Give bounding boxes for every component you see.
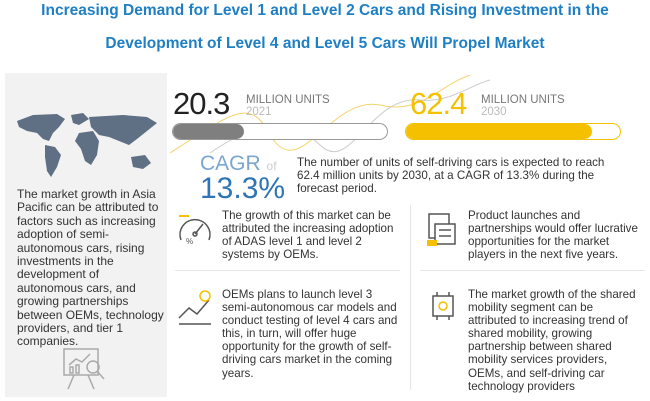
- end-unit: MILLION UNITS 2030: [481, 94, 565, 118]
- region-panel: The market growth in Asia Pacific can be…: [5, 73, 167, 397]
- end-value: 62.4: [410, 86, 467, 121]
- svg-text:%: %: [186, 237, 193, 246]
- title-line-1: Increasing Demand for Level 1 and Level …: [41, 2, 609, 19]
- title-line-2: Development of Level 4 and Level 5 Cars …: [105, 35, 545, 52]
- product-launch-icon: [427, 213, 456, 246]
- divider: [175, 270, 400, 271]
- insight-shared-mobility: The market growth of the shared mobility…: [468, 288, 636, 393]
- world-map-icon: [17, 113, 157, 177]
- shared-mobility-chip-icon: [432, 292, 454, 320]
- start-year: 2021: [246, 106, 272, 118]
- start-value: 20.3: [173, 86, 230, 121]
- cagr-label: CAGR of: [200, 152, 277, 176]
- insight-product-launches: Product launches and partnerships would …: [468, 209, 638, 262]
- insight-adas: The growth of this market can be attribu…: [222, 209, 394, 262]
- analytics-presentation-icon: [63, 348, 105, 390]
- cagr-text: CAGR: [200, 152, 261, 175]
- start-progress-fill: [173, 124, 244, 139]
- forecast-description: The number of units of self-driving cars…: [297, 156, 605, 195]
- end-year: 2030: [481, 106, 507, 118]
- region-description: The market growth in Asia Pacific can be…: [17, 187, 164, 349]
- divider: [420, 270, 645, 271]
- start-progress-bar: [172, 123, 388, 140]
- growth-chart-icon: [178, 290, 211, 325]
- adas-gauge-icon: %: [179, 215, 211, 246]
- end-unit-label: MILLION UNITS: [481, 94, 565, 106]
- cagr-of: of: [266, 159, 277, 173]
- end-progress-bar: [405, 123, 621, 140]
- insight-oem-launch: OEMs plans to launch level 3 semi-autono…: [222, 288, 398, 380]
- end-progress-fill: [406, 124, 593, 139]
- start-unit-label: MILLION UNITS: [246, 94, 330, 106]
- divider: [410, 205, 411, 390]
- cagr-value: 13.3%: [200, 172, 286, 205]
- start-unit: MILLION UNITS 2021: [246, 94, 330, 118]
